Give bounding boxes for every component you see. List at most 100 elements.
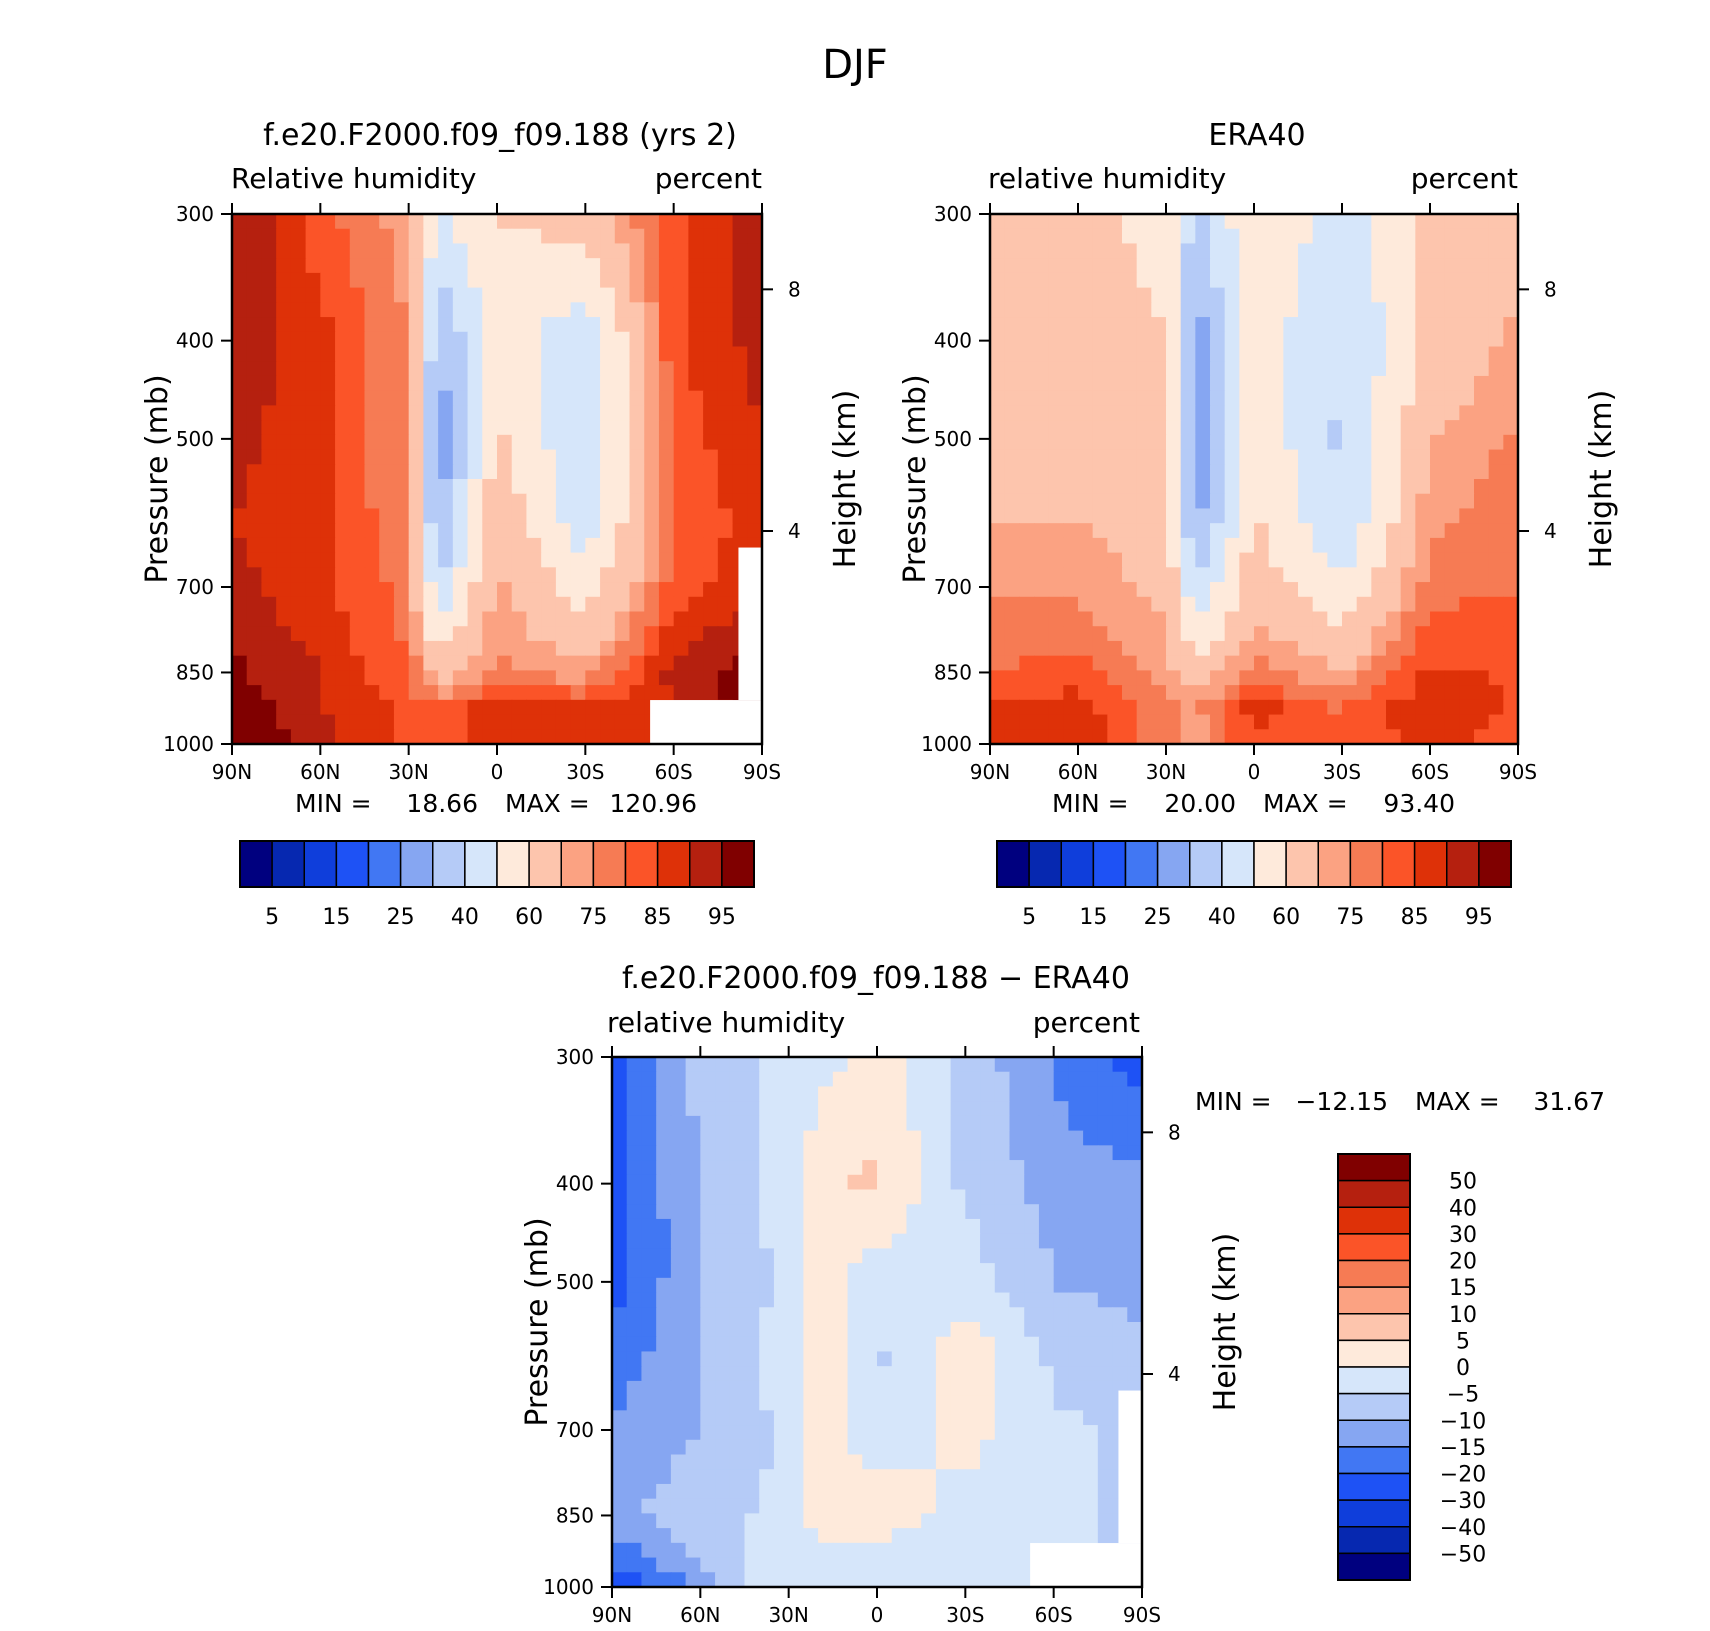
contour-cell xyxy=(700,1557,716,1573)
contour-cell xyxy=(320,228,336,245)
contour-cell xyxy=(965,1145,981,1161)
contour-cell xyxy=(950,1513,966,1529)
contour-cell xyxy=(1112,1071,1128,1088)
contour-cell xyxy=(1459,714,1475,730)
contour-cell xyxy=(541,420,557,436)
contour-cell xyxy=(276,420,292,436)
contour-cell xyxy=(1254,685,1270,701)
contour-cell xyxy=(1342,302,1358,318)
contour-cell xyxy=(1254,434,1270,451)
contour-cell xyxy=(935,1174,952,1191)
contour-cell xyxy=(1444,361,1460,377)
contour-cell xyxy=(965,1071,981,1088)
contour-cell xyxy=(1078,390,1094,406)
contour-cell xyxy=(452,640,469,657)
contour-cell xyxy=(1503,405,1519,421)
contour-cell xyxy=(1078,287,1094,303)
contour-cell xyxy=(759,1454,775,1470)
contour-cell xyxy=(585,567,601,583)
contour-cell xyxy=(1009,1307,1025,1323)
contour-cell xyxy=(877,1395,893,1411)
contour-cell xyxy=(1503,464,1519,480)
contour-cell xyxy=(1024,1410,1040,1426)
contour-cell xyxy=(717,434,734,451)
contour-cell xyxy=(891,1292,908,1308)
contour-cell xyxy=(1068,1366,1084,1382)
contour-cell xyxy=(1268,375,1284,392)
contour-cell xyxy=(788,1498,804,1514)
contour-cell xyxy=(717,214,734,230)
contour-cell xyxy=(246,699,263,716)
contour-cell xyxy=(700,1336,716,1353)
contour-cell xyxy=(626,1086,643,1102)
contour-cell xyxy=(482,228,498,245)
contour-cell xyxy=(1400,331,1416,348)
contour-cell xyxy=(673,390,689,406)
contour-cell xyxy=(877,1233,893,1249)
contour-cell xyxy=(658,640,675,657)
contour-cell xyxy=(641,1145,657,1161)
contour-cell xyxy=(832,1071,849,1088)
contour-cell xyxy=(818,1204,834,1220)
contour-cell xyxy=(747,405,763,421)
contour-cell xyxy=(1151,479,1167,495)
contour-cell xyxy=(246,214,263,230)
contour-cell xyxy=(847,1233,863,1249)
contour-cell xyxy=(261,582,277,598)
contour-cell xyxy=(626,1160,643,1176)
contour-cell xyxy=(438,479,454,495)
contour-cell xyxy=(1195,375,1211,392)
contour-cell xyxy=(1386,346,1402,362)
contour-cell xyxy=(1503,346,1519,362)
contour-cell xyxy=(276,331,292,348)
contour-cell xyxy=(452,611,469,627)
contour-cell xyxy=(1386,390,1402,406)
contour-cell xyxy=(1488,464,1504,480)
contour-cell xyxy=(990,479,1006,495)
colorbar-label: 95 xyxy=(1465,905,1493,930)
contour-cell xyxy=(349,228,366,245)
contour-cell xyxy=(732,420,748,436)
contour-cell xyxy=(629,537,645,554)
contour-cell xyxy=(1009,1086,1025,1102)
contour-cell xyxy=(379,508,395,524)
contour-cell xyxy=(290,302,307,318)
contour-cell xyxy=(703,611,719,627)
contour-cell xyxy=(644,567,660,583)
contour-cell xyxy=(1019,434,1035,451)
contour-cell xyxy=(1024,1218,1040,1235)
figure-title: DJF xyxy=(822,42,888,88)
contour-cell xyxy=(1063,567,1079,583)
contour-cell xyxy=(1127,1351,1143,1367)
colorbar-label: 10 xyxy=(1449,1303,1477,1328)
contour-cell xyxy=(1083,1366,1099,1382)
contour-cell xyxy=(656,1498,672,1514)
contour-cell xyxy=(349,272,366,289)
contour-cell xyxy=(644,317,660,333)
contour-cell xyxy=(1078,640,1094,657)
contour-cell xyxy=(688,670,704,686)
contour-cell xyxy=(759,1130,775,1146)
contour-cell xyxy=(1239,729,1255,745)
contour-cell xyxy=(261,508,277,524)
contour-cell xyxy=(670,1071,687,1088)
contour-cell xyxy=(408,670,424,686)
contour-cell xyxy=(921,1557,937,1573)
contour-cell xyxy=(980,1248,996,1264)
contour-cell xyxy=(1038,1115,1055,1132)
contour-cell xyxy=(585,390,601,406)
contour-cell xyxy=(1136,375,1152,392)
contour-cell xyxy=(1254,464,1270,480)
contour-cell xyxy=(990,243,1006,259)
contour-cell xyxy=(1298,714,1314,730)
contour-cell xyxy=(1097,1336,1114,1353)
contour-cell xyxy=(773,1248,790,1264)
contour-cell xyxy=(438,375,454,392)
contour-cell xyxy=(1034,523,1050,539)
contour-cell xyxy=(364,361,380,377)
contour-cell xyxy=(276,611,292,627)
contour-cell xyxy=(1004,670,1020,686)
contour-cell xyxy=(1268,479,1284,495)
contour-cell xyxy=(1136,714,1152,730)
contour-cell xyxy=(1195,390,1211,406)
